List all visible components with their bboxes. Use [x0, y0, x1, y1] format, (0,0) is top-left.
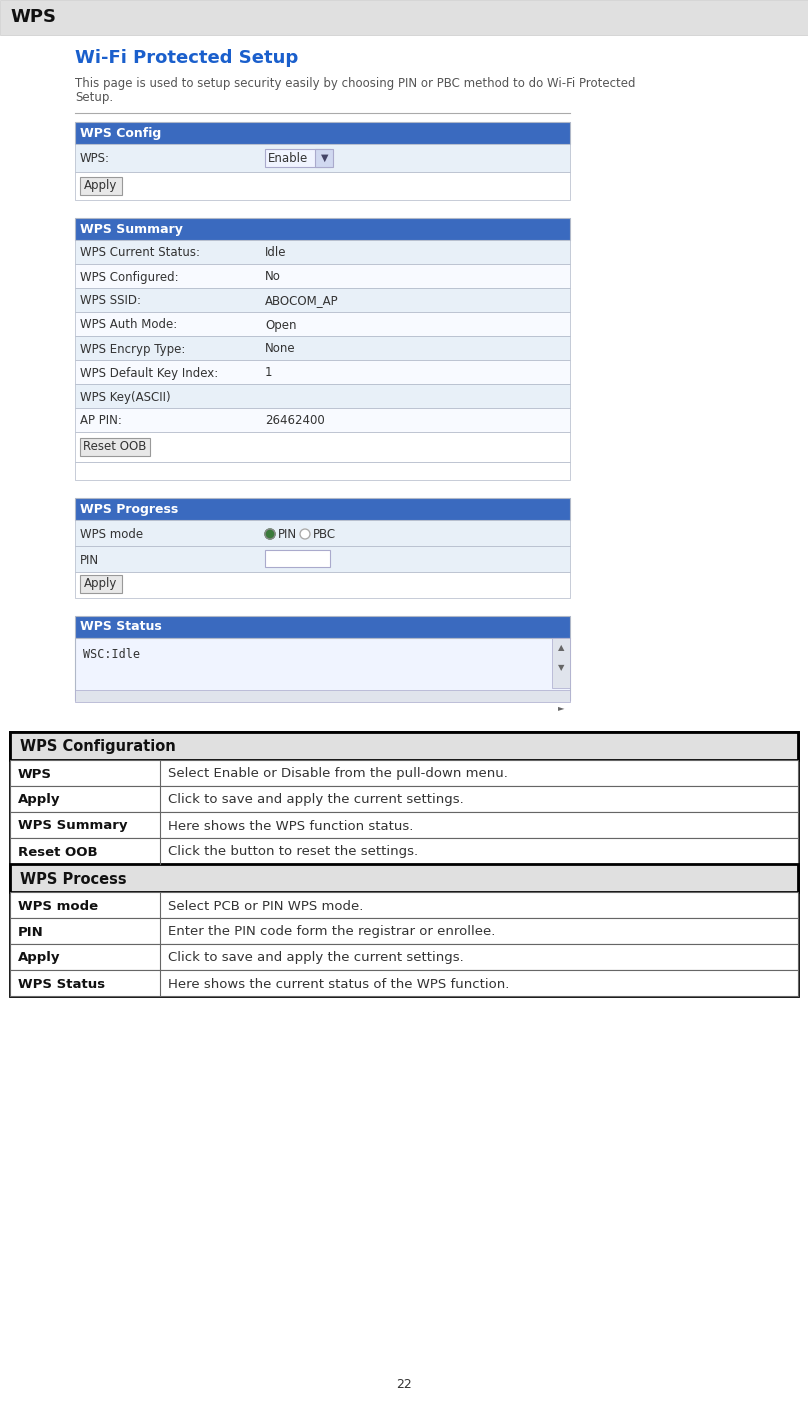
Bar — [75, 288, 570, 312]
Text: Reset OOB: Reset OOB — [18, 846, 98, 858]
Text: Select PCB or PIN WPS mode.: Select PCB or PIN WPS mode. — [168, 899, 364, 913]
Text: WPS Encryp Type:: WPS Encryp Type: — [80, 342, 185, 356]
Text: Reset OOB: Reset OOB — [83, 440, 147, 453]
Bar — [75, 360, 570, 384]
Text: Select Enable or Disable from the pull-down menu.: Select Enable or Disable from the pull-d… — [168, 767, 508, 781]
Bar — [75, 218, 570, 241]
Bar — [75, 689, 570, 702]
Bar — [75, 546, 570, 573]
Text: WPS Default Key Index:: WPS Default Key Index: — [80, 366, 218, 380]
Bar — [75, 265, 570, 288]
Text: Apply: Apply — [18, 794, 61, 806]
Text: Click the button to reset the settings.: Click the button to reset the settings. — [168, 846, 418, 858]
Bar — [75, 122, 570, 144]
Bar — [265, 149, 330, 167]
Text: PIN: PIN — [80, 553, 99, 567]
Bar — [10, 732, 798, 760]
Bar — [75, 498, 570, 521]
Text: Enable: Enable — [268, 152, 308, 165]
Bar — [10, 732, 798, 996]
Text: Setup.: Setup. — [75, 90, 113, 104]
Text: WSC:Idle: WSC:Idle — [83, 647, 140, 660]
Text: ▼: ▼ — [558, 664, 564, 673]
Bar — [75, 144, 570, 172]
Text: ▲: ▲ — [558, 643, 564, 653]
Bar — [75, 616, 570, 637]
Text: PBC: PBC — [313, 528, 336, 540]
Bar — [75, 384, 570, 408]
Bar — [315, 149, 333, 167]
Text: WPS mode: WPS mode — [18, 899, 98, 913]
Bar — [75, 408, 570, 432]
Text: WPS Auth Mode:: WPS Auth Mode: — [80, 318, 177, 332]
Text: WPS:: WPS: — [80, 152, 110, 166]
Text: Here shows the current status of the WPS function.: Here shows the current status of the WPS… — [168, 978, 509, 991]
Text: WPS Status: WPS Status — [18, 978, 105, 991]
Bar — [10, 917, 798, 944]
Text: No: No — [265, 270, 281, 283]
Bar — [10, 892, 798, 917]
Text: WPS mode: WPS mode — [80, 528, 143, 540]
Bar — [80, 438, 150, 456]
Bar — [75, 172, 570, 200]
Text: Apply: Apply — [84, 577, 118, 591]
Text: WPS Summary: WPS Summary — [18, 819, 128, 833]
Text: WPS Config: WPS Config — [80, 127, 162, 139]
Text: WPS: WPS — [18, 767, 52, 781]
Circle shape — [300, 529, 310, 539]
Bar — [75, 521, 570, 546]
Text: Apply: Apply — [84, 180, 118, 193]
Text: ABOCOM_AP: ABOCOM_AP — [265, 294, 339, 308]
Text: Click to save and apply the current settings.: Click to save and apply the current sett… — [168, 951, 464, 965]
Bar — [10, 839, 798, 864]
Bar — [75, 336, 570, 360]
Bar — [552, 637, 570, 688]
Text: WPS SSID:: WPS SSID: — [80, 294, 141, 308]
Text: None: None — [265, 342, 296, 356]
Bar — [10, 969, 798, 996]
Text: 22: 22 — [396, 1379, 412, 1392]
Bar — [10, 760, 798, 787]
Text: WPS Current Status:: WPS Current Status: — [80, 246, 200, 259]
Text: PIN: PIN — [278, 528, 297, 540]
Text: Click to save and apply the current settings.: Click to save and apply the current sett… — [168, 794, 464, 806]
Text: Apply: Apply — [18, 951, 61, 965]
Bar — [0, 0, 808, 35]
Bar — [75, 312, 570, 336]
Bar — [80, 177, 122, 196]
Text: This page is used to setup security easily by choosing PIN or PBC method to do W: This page is used to setup security easi… — [75, 76, 636, 90]
Text: WPS Key(ASCII): WPS Key(ASCII) — [80, 391, 170, 404]
Circle shape — [265, 529, 275, 539]
Bar — [75, 461, 570, 480]
Text: 1: 1 — [265, 366, 272, 380]
Bar — [80, 575, 122, 592]
Text: Open: Open — [265, 318, 297, 332]
Text: WPS Progress: WPS Progress — [80, 502, 179, 515]
Bar — [75, 432, 570, 461]
Bar — [75, 241, 570, 265]
Text: ▼: ▼ — [321, 153, 329, 163]
Bar — [10, 812, 798, 839]
Bar — [10, 787, 798, 812]
Text: Enter the PIN code form the registrar or enrollee.: Enter the PIN code form the registrar or… — [168, 926, 495, 938]
Text: WPS Configured:: WPS Configured: — [80, 270, 179, 283]
Text: Idle: Idle — [265, 246, 287, 259]
Bar — [10, 864, 798, 892]
Text: WPS Summary: WPS Summary — [80, 222, 183, 235]
Text: ►: ► — [558, 704, 564, 712]
Text: Wi-Fi Protected Setup: Wi-Fi Protected Setup — [75, 49, 298, 68]
Text: 26462400: 26462400 — [265, 415, 325, 428]
Bar — [265, 550, 330, 567]
Bar — [75, 573, 570, 598]
Bar — [75, 637, 570, 701]
Text: Here shows the WPS function status.: Here shows the WPS function status. — [168, 819, 414, 833]
Text: WPS Process: WPS Process — [20, 871, 127, 886]
Text: WPS: WPS — [10, 8, 56, 25]
Text: AP PIN:: AP PIN: — [80, 415, 122, 428]
Bar — [10, 944, 798, 969]
Text: WPS Status: WPS Status — [80, 620, 162, 633]
Text: WPS Configuration: WPS Configuration — [20, 740, 176, 754]
Text: PIN: PIN — [18, 926, 44, 938]
